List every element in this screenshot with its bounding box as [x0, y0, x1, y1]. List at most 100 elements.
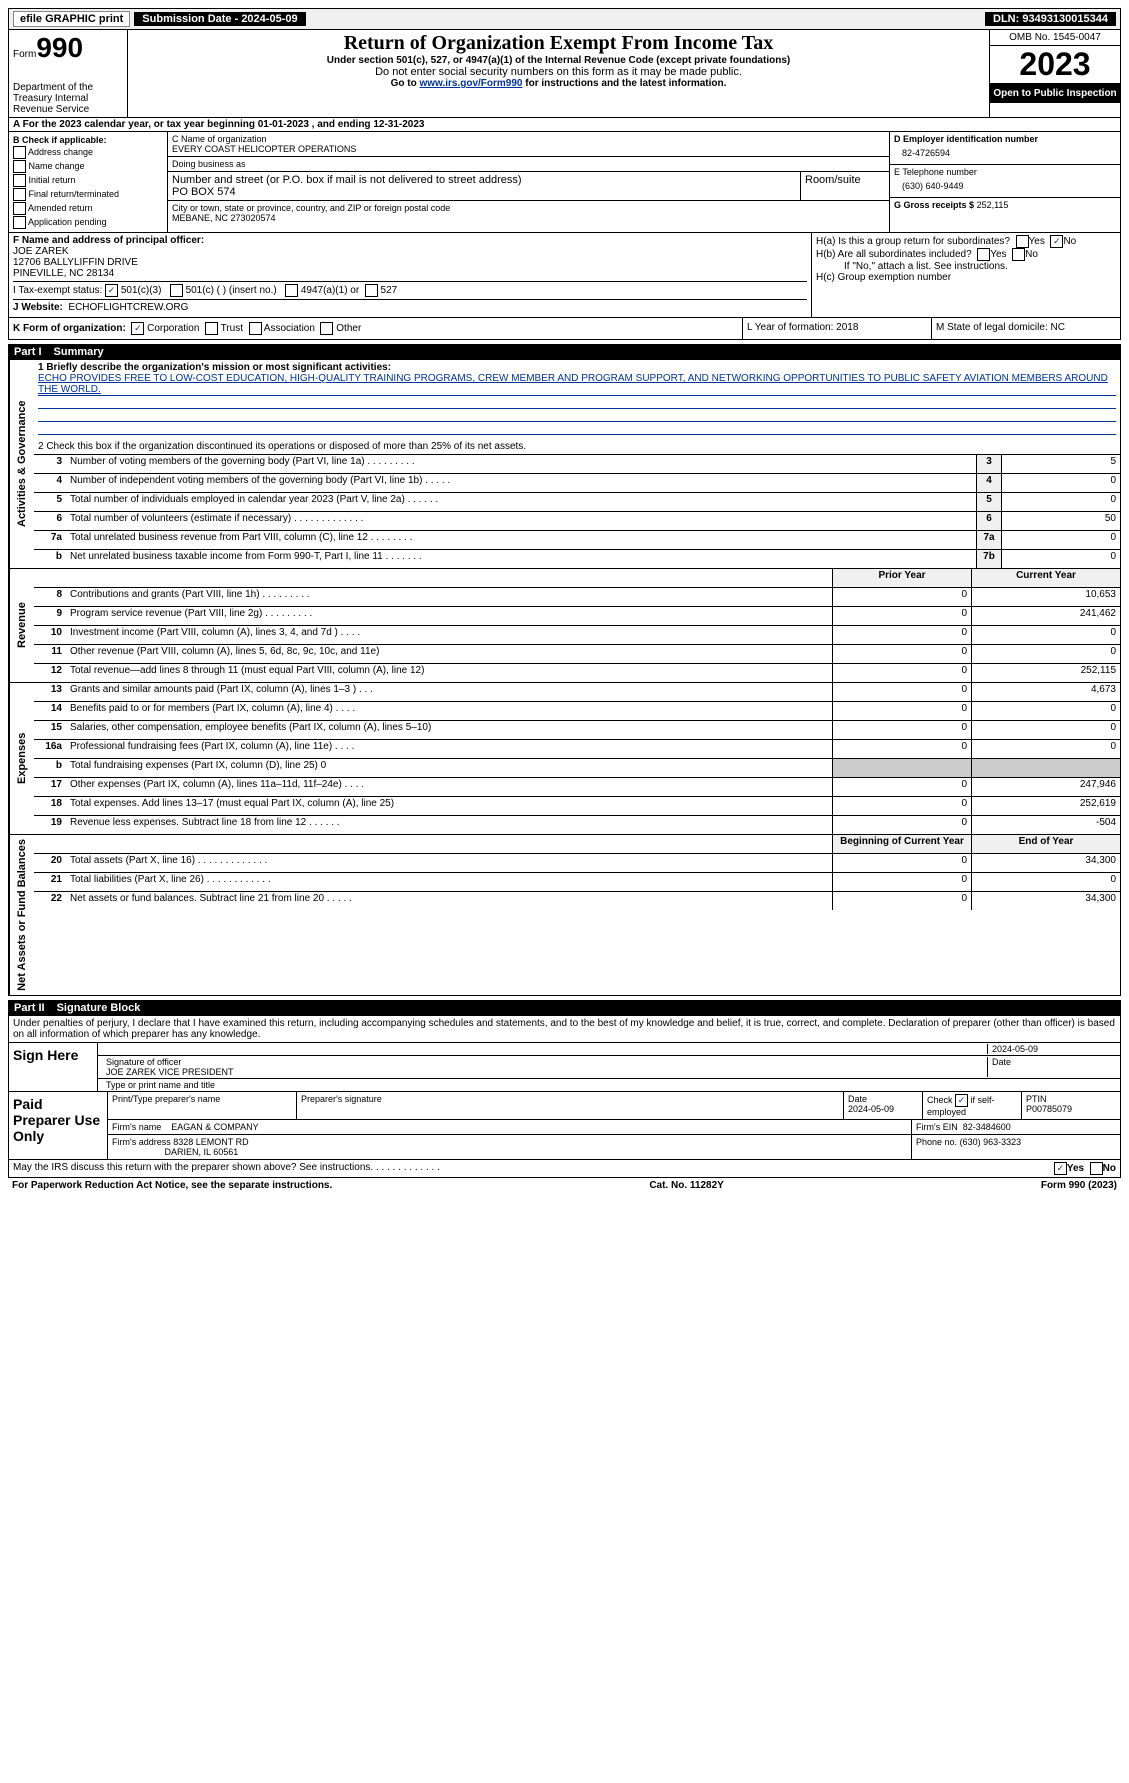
part2-title: Signature Block: [57, 1002, 141, 1014]
i-line: I Tax-exempt status: 501(c)(3) 501(c) ( …: [13, 281, 807, 297]
discuss-no[interactable]: [1090, 1162, 1103, 1175]
form-number: 990: [36, 32, 83, 63]
h-section: H(a) Is this a group return for subordin…: [811, 233, 1120, 317]
chk-address[interactable]: Address change: [13, 146, 163, 159]
l-year: L Year of formation: 2018: [742, 318, 931, 339]
hb-note: If "No," attach a list. See instructions…: [816, 261, 1116, 272]
hb-line: H(b) Are all subordinates included? Yes …: [816, 248, 1116, 261]
chk-assoc[interactable]: [249, 322, 262, 335]
gross-value: 252,115: [977, 200, 1009, 210]
row-klm: K Form of organization: Corporation Trus…: [8, 318, 1121, 340]
mission-label: 1 Briefly describe the organization's mi…: [38, 362, 391, 373]
gross-label: G Gross receipts $: [894, 200, 974, 210]
vtab-netassets: Net Assets or Fund Balances: [9, 835, 34, 995]
fij-left: F Name and address of principal officer:…: [9, 233, 811, 317]
prep-date: 2024-05-09: [848, 1104, 894, 1114]
form-prefix: Form: [13, 49, 36, 60]
f-addr1: 12706 BALLYLIFFIN DRIVE: [13, 257, 807, 268]
sub3-post: for instructions and the latest informat…: [522, 78, 726, 89]
row-18: 18 Total expenses. Add lines 13–17 (must…: [34, 796, 1120, 815]
tel-label: E Telephone number: [894, 167, 1116, 177]
ptin-value: P00785079: [1026, 1104, 1072, 1114]
f-addr2: PINEVILLE, NC 28134: [13, 268, 807, 279]
section-fijh: F Name and address of principal officer:…: [8, 233, 1121, 318]
open-inspection: Open to Public Inspection: [990, 84, 1120, 103]
vtab-revenue: Revenue: [9, 569, 34, 682]
mission-box: 1 Briefly describe the organization's mi…: [34, 360, 1120, 454]
vtab-expenses: Expenses: [9, 683, 34, 834]
firm-phone: (630) 963-3323: [960, 1137, 1022, 1147]
sig-date: 2024-05-09: [987, 1044, 1116, 1054]
row-22: 22 Net assets or fund balances. Subtract…: [34, 891, 1120, 910]
header-sub3: Go to www.irs.gov/Form990 for instructio…: [132, 78, 985, 89]
dln-label: DLN: 93493130015344: [985, 12, 1116, 26]
tax-year: 2023: [990, 46, 1120, 84]
governance-group: Activities & Governance 1 Briefly descri…: [8, 360, 1121, 569]
f-name: JOE ZAREK: [13, 246, 807, 257]
sig-type-label: Type or print name and title: [102, 1080, 219, 1090]
street-value: PO BOX 574: [172, 186, 796, 198]
chk-4947[interactable]: [285, 284, 298, 297]
row-15: 15 Salaries, other compensation, employe…: [34, 720, 1120, 739]
chk-final[interactable]: Final return/terminated: [13, 188, 163, 201]
chk-self-employed[interactable]: [955, 1094, 968, 1107]
line2-discontinued: 2 Check this box if the organization dis…: [38, 441, 1116, 452]
py-header: Prior Year: [832, 569, 971, 587]
cy-header: Current Year: [971, 569, 1120, 587]
paid-label: Paid Preparer Use Only: [9, 1092, 108, 1159]
hb-no[interactable]: [1012, 248, 1025, 261]
org-name: EVERY COAST HELICOPTER OPERATIONS: [172, 144, 885, 154]
ha-yes[interactable]: [1016, 235, 1029, 248]
header-right: OMB No. 1545-0047 2023 Open to Public In…: [989, 30, 1120, 117]
blank-line-2: [38, 409, 1116, 422]
gov-row-4: 4 Number of independent voting members o…: [34, 473, 1120, 492]
ha-no[interactable]: [1050, 235, 1063, 248]
discuss-row: May the IRS discuss this return with the…: [8, 1160, 1121, 1178]
chk-amended[interactable]: Amended return: [13, 202, 163, 215]
irs-link[interactable]: www.irs.gov/Form990: [419, 78, 522, 89]
chk-name[interactable]: Name change: [13, 160, 163, 173]
hb-yes[interactable]: [977, 248, 990, 261]
row-14: 14 Benefits paid to or for members (Part…: [34, 701, 1120, 720]
dba-label: Doing business as: [172, 159, 885, 169]
row-8: 8 Contributions and grants (Part VIII, l…: [34, 587, 1120, 606]
row-b: b Total fundraising expenses (Part IX, c…: [34, 758, 1120, 777]
paid-preparer-row: Paid Preparer Use Only Print/Type prepar…: [9, 1091, 1120, 1159]
gov-row-7a: 7a Total unrelated business revenue from…: [34, 530, 1120, 549]
chk-501c[interactable]: [170, 284, 183, 297]
discuss-text: May the IRS discuss this return with the…: [13, 1162, 440, 1175]
header-sub1: Under section 501(c), 527, or 4947(a)(1)…: [132, 55, 985, 66]
prep-print-label: Print/Type preparer's name: [108, 1092, 297, 1119]
hc-line: H(c) Group exemption number: [816, 272, 1116, 283]
row-a-tax-year: A For the 2023 calendar year, or tax yea…: [8, 118, 1121, 132]
col-b-header: B Check if applicable:: [13, 135, 163, 145]
efile-button[interactable]: efile GRAPHIC print: [13, 11, 130, 27]
submission-date: Submission Date - 2024-05-09: [134, 12, 305, 26]
chk-corp[interactable]: [131, 322, 144, 335]
chk-initial[interactable]: Initial return: [13, 174, 163, 187]
eoy-header: End of Year: [971, 835, 1120, 853]
form-header: Form990 Department of the Treasury Inter…: [8, 30, 1121, 118]
form-footer: Form 990 (2023): [1041, 1180, 1117, 1191]
city-label: City or town, state or province, country…: [172, 203, 885, 213]
signature-block: Under penalties of perjury, I declare th…: [8, 1016, 1121, 1160]
chk-501c3[interactable]: [105, 284, 118, 297]
firm-ein: 82-3484600: [963, 1122, 1011, 1132]
top-toolbar: efile GRAPHIC print Submission Date - 20…: [8, 8, 1121, 30]
chk-trust[interactable]: [205, 322, 218, 335]
chk-527[interactable]: [365, 284, 378, 297]
part2-num: Part II: [14, 1002, 45, 1014]
chk-pending[interactable]: Application pending: [13, 216, 163, 229]
form-title: Return of Organization Exempt From Incom…: [132, 32, 985, 55]
netassets-group: Net Assets or Fund Balances Beginning of…: [8, 835, 1121, 996]
blank-line-3: [38, 422, 1116, 435]
ein-value: 82-4726594: [894, 144, 1116, 162]
boy-eoy-header: Beginning of Current Year End of Year: [34, 835, 1120, 853]
mission-text: ECHO PROVIDES FREE TO LOW-COST EDUCATION…: [38, 373, 1116, 396]
chk-other[interactable]: [320, 322, 333, 335]
pycy-header: Prior Year Current Year: [34, 569, 1120, 587]
header-center: Return of Organization Exempt From Incom…: [128, 30, 989, 117]
discuss-yes[interactable]: [1054, 1162, 1067, 1175]
expenses-group: Expenses 13 Grants and similar amounts p…: [8, 683, 1121, 835]
firm-name: EAGAN & COMPANY: [171, 1122, 258, 1132]
